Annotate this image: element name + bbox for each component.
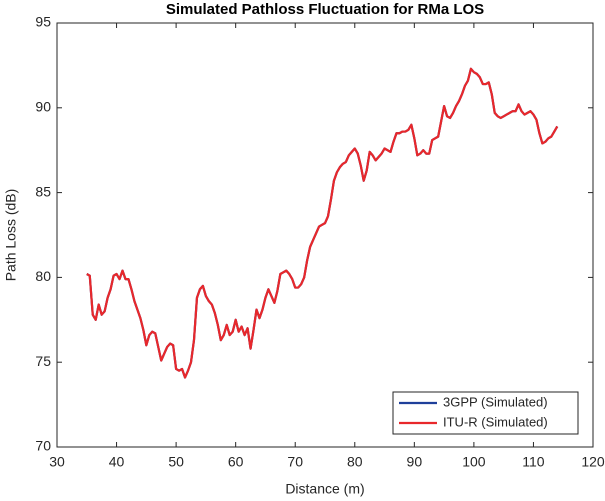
- x-tick-label: 100: [462, 454, 486, 470]
- y-tick-label: 70: [35, 438, 51, 454]
- x-tick-label: 40: [109, 454, 125, 470]
- x-tick-label: 110: [522, 454, 545, 470]
- series-line: [86, 67, 559, 379]
- x-tick-label: 60: [228, 454, 244, 470]
- x-tick-label: 80: [347, 454, 363, 470]
- legend-box: [392, 391, 579, 435]
- x-tick-label: 70: [287, 454, 303, 470]
- y-tick-label: 90: [35, 99, 51, 115]
- x-tick-label: 120: [581, 454, 605, 470]
- x-axis-label: Distance (m): [285, 481, 364, 497]
- series-line: [86, 67, 559, 379]
- legend-label: 3GPP (Simulated): [443, 394, 548, 409]
- y-tick-label: 80: [35, 268, 51, 284]
- chart-title: Simulated Pathloss Fluctuation for RMa L…: [166, 1, 484, 18]
- x-tick-label: 90: [407, 454, 423, 470]
- y-tick-label: 75: [35, 353, 51, 369]
- y-tick-label: 95: [35, 14, 51, 30]
- y-axis-label: Path Loss (dB): [3, 189, 19, 282]
- x-tick-label: 30: [49, 454, 65, 470]
- x-tick-label: 50: [168, 454, 184, 470]
- plot-frame: [56, 22, 594, 448]
- y-tick-label: 85: [35, 183, 51, 199]
- legend-label: ITU-R (Simulated): [443, 414, 548, 429]
